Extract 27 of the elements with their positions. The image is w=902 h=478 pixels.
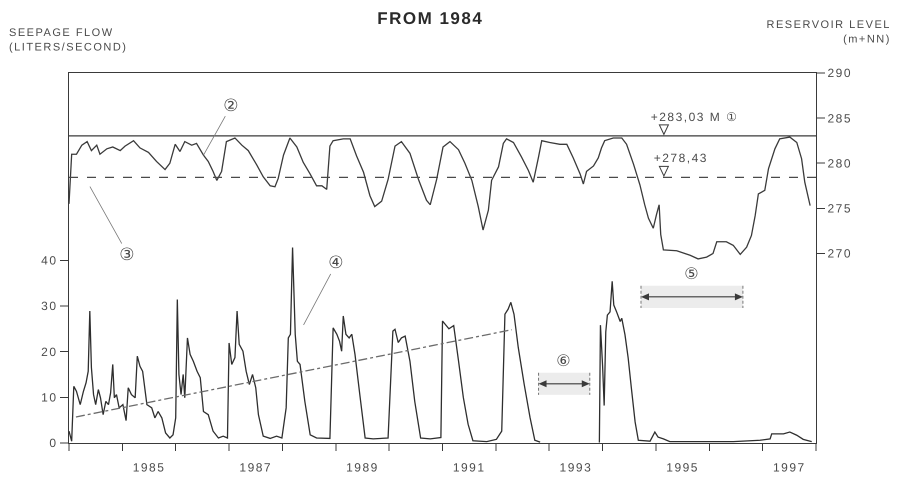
y2-tick-label: 285 xyxy=(828,111,852,126)
annotation: ④ xyxy=(328,253,345,272)
annotation: ③ xyxy=(119,245,136,264)
ref-line-label: +278,43 xyxy=(654,151,708,165)
x-tick-label: 1995 xyxy=(666,460,699,474)
y2-tick-label: 280 xyxy=(828,156,852,170)
x-tick-label: 1985 xyxy=(132,460,166,474)
x-tick-label: 1987 xyxy=(239,460,272,474)
y2-tick-label: 290 xyxy=(828,66,852,80)
annotation: ② xyxy=(223,96,240,115)
y-tick-label: 40 xyxy=(41,253,58,268)
y-tick-label: 30 xyxy=(41,299,58,314)
x-tick-label: 1997 xyxy=(772,460,806,474)
y2-axis-title: RESERVOIR LEVEL (m+NN) xyxy=(766,19,891,46)
band-label: ⑤ xyxy=(684,266,700,283)
y-tick-label: 0 xyxy=(49,436,58,450)
chart-title: FROM 1984 xyxy=(377,9,484,28)
ref-line-label: +283,03 M ① xyxy=(650,110,738,124)
y-axis-title: SEEPAGE FLOW (LITERS/SECOND) xyxy=(9,27,128,54)
y2-tick-label: 270 xyxy=(828,246,852,261)
x-tick-label: 1989 xyxy=(346,460,379,474)
y-tick-label: 20 xyxy=(41,344,58,359)
x-tick-label: 1993 xyxy=(560,460,592,474)
x-tick-label: 1991 xyxy=(452,460,486,474)
y2-tick-label: 275 xyxy=(828,202,852,216)
band-label: ⑥ xyxy=(556,353,572,370)
y-tick-label: 10 xyxy=(41,390,58,405)
